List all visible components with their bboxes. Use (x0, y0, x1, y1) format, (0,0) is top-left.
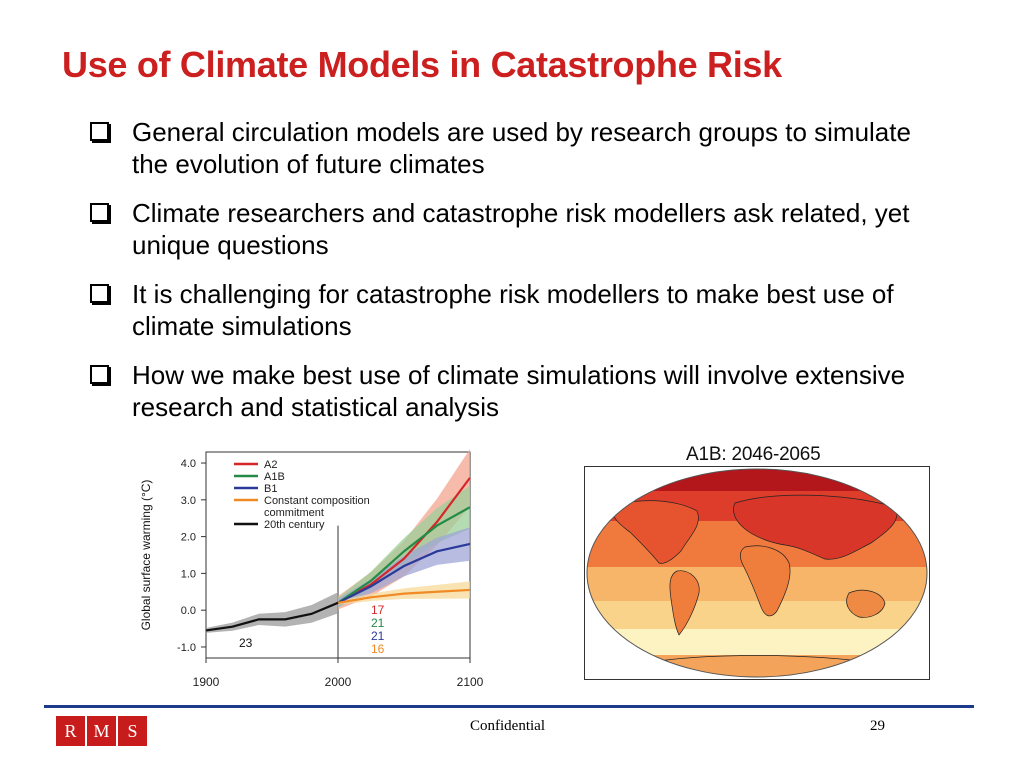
bullet-item: How we make best use of climate simulati… (88, 359, 948, 423)
world-map-svg (586, 468, 928, 678)
legend-label: 20th century (264, 519, 325, 531)
y-tick-label: 0.0 (181, 605, 196, 617)
checkbox-bullet-icon (90, 122, 109, 141)
slide-title: Use of Climate Models in Catastrophe Ris… (62, 44, 782, 85)
warming-chart-svg: 4.0 3.0 2.0 1.0 0.0 -1.0 1900 2000 2100 Global su… (139, 449, 484, 689)
bullet-text: Climate researchers and catastrophe risk… (132, 198, 910, 260)
bullet-text: General circulation models are used by r… (132, 117, 911, 179)
y-tick-label: 3.0 (181, 495, 196, 507)
south-america-shape (669, 570, 700, 636)
australia-shape (846, 589, 886, 618)
count-annotation: 16 (371, 642, 385, 656)
map-bands (587, 469, 927, 677)
footer-confidential: Confidential (470, 718, 545, 734)
legend-label: B1 (264, 483, 277, 495)
count-annotation: 17 (371, 603, 385, 617)
x-tick-label: 2100 (457, 675, 484, 689)
y-tick-label: 4.0 (181, 458, 196, 470)
warming-chart: 4.0 3.0 2.0 1.0 0.0 -1.0 1900 2000 2100 Global su… (134, 438, 496, 696)
series-line (205, 601, 339, 632)
series-line (337, 588, 471, 604)
logo-letter: M (87, 716, 116, 746)
x-tick-label: 1900 (193, 675, 220, 689)
logo-letter: S (118, 716, 147, 746)
bullet-item: General circulation models are used by r… (88, 116, 948, 180)
bullet-item: Climate researchers and catastrophe risk… (88, 197, 948, 261)
logo-letter: R (56, 716, 85, 746)
series-band (338, 485, 470, 608)
footer-divider (44, 705, 974, 708)
checkbox-bullet-icon (90, 284, 109, 303)
africa-shape (739, 545, 791, 617)
y-tick-label: -1.0 (177, 642, 196, 654)
count-annotation: 21 (371, 616, 385, 630)
north-america-shape (612, 500, 699, 564)
legend-label: A2 (264, 459, 277, 471)
temperature-map (584, 466, 930, 680)
y-tick-label: 1.0 (181, 568, 196, 580)
legend-label: A1B (264, 471, 285, 483)
rms-logo: R M S (56, 716, 149, 746)
series-line (337, 506, 471, 604)
y-tick-label: 2.0 (181, 532, 196, 544)
map-title: A1B: 2046-2065 (686, 444, 821, 465)
europe-asia-shape (733, 494, 898, 560)
bullet-item: It is challenging for catastrophe risk m… (88, 278, 948, 342)
count-annotation: 23 (239, 636, 253, 650)
page-number: 29 (870, 718, 885, 734)
antarctica-shape (644, 655, 876, 677)
x-tick-label: 2000 (325, 675, 352, 689)
checkbox-bullet-icon (90, 365, 109, 384)
legend-label: Constant composition commitment (264, 495, 370, 519)
series-line (337, 542, 471, 604)
y-axis-label: Global surface warming (°C) (139, 480, 153, 631)
bullet-text: It is challenging for catastrophe risk m… (132, 279, 894, 341)
checkbox-bullet-icon (90, 203, 109, 222)
count-annotation: 21 (371, 629, 385, 643)
series-band (206, 592, 338, 633)
bullet-text: How we make best use of climate simulati… (132, 360, 906, 422)
bullet-list: General circulation models are used by r… (88, 116, 948, 440)
